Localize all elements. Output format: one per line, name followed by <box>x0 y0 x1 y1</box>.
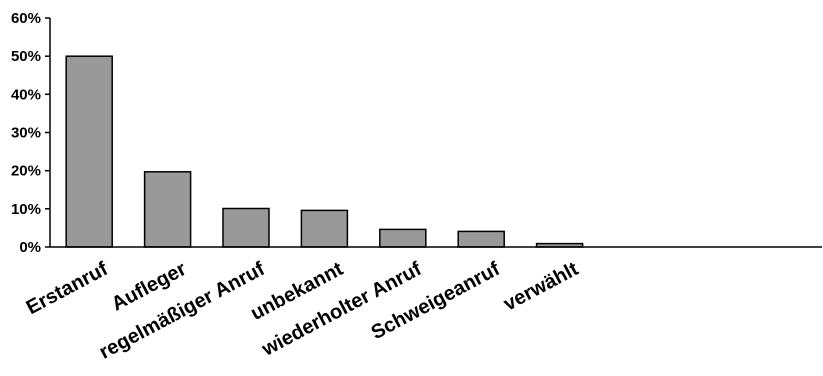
y-tick-label-2: 20% <box>11 163 41 180</box>
category-label-6: Schweigeanruf <box>368 258 504 344</box>
y-tick-label-4: 40% <box>11 86 41 103</box>
bars <box>65 55 584 248</box>
bar-1 <box>65 55 113 248</box>
category-label-1: Erstanruf <box>23 258 112 319</box>
y-tick-label-3: 30% <box>11 125 41 142</box>
y-tick-label-1: 10% <box>11 201 41 218</box>
y-axis-ticks: 0% 10% 20% 30% 40% 50% 60% <box>11 10 50 256</box>
bar-4 <box>300 209 349 248</box>
y-tick-label-6: 60% <box>11 10 41 27</box>
bar-3 <box>222 207 270 248</box>
y-tick-label-5: 50% <box>11 48 41 65</box>
category-label-7: verwählt <box>500 258 582 316</box>
bar-2 <box>143 171 192 248</box>
bar-6 <box>457 230 505 248</box>
bar-5 <box>379 228 427 248</box>
y-tick-label-0: 0% <box>19 239 41 256</box>
